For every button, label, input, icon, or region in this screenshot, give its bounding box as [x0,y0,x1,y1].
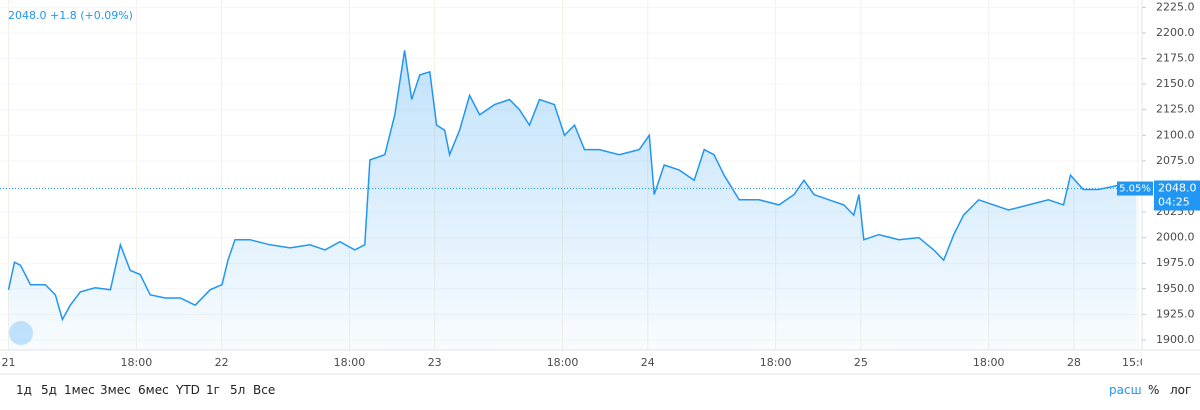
range-button[interactable]: 3мес [100,383,131,397]
y-tick-label: 1975.0 [1156,256,1195,269]
range-button[interactable]: 6мес [138,383,169,397]
y-tick-label: 2100.0 [1156,128,1195,141]
logo [9,321,33,345]
x-tick-label: 18:00 [547,356,579,369]
scale-button[interactable]: лог [1170,383,1192,397]
x-tick-label: 28 [1067,356,1081,369]
range-button[interactable]: 1мес [64,383,95,397]
range-button[interactable]: 5л [230,383,246,397]
x-tick-label: 24 [641,356,655,369]
price-label: 2048.0 [1158,182,1197,195]
countdown: 04:25 [1158,196,1190,209]
x-tick-label: 25 [854,356,868,369]
x-tick-label: 21 [2,356,16,369]
range-button[interactable]: Все [253,383,276,397]
y-tick-label: 2200.0 [1156,26,1195,39]
line [7,50,1137,322]
area [8,50,1137,351]
y-tick-label: 1950.0 [1156,282,1195,295]
header: 2048.0 +1.8 (+0.09%) [8,9,133,22]
range-button[interactable]: 1г [206,383,220,397]
y-tick-label: 1925.0 [1156,307,1195,320]
x-tick-label: 22 [215,356,229,369]
change-label: 5.05% [1119,184,1151,195]
x-tick-label: 18:00 [334,356,366,369]
y-tick-label: 2000.0 [1156,231,1195,244]
y-tick-label: 2175.0 [1156,52,1195,65]
price-badge [1154,180,1200,211]
y-tick-label: 2150.0 [1156,77,1195,90]
scale-button[interactable]: % [1148,383,1160,397]
y-tick-label: 2125.0 [1156,103,1195,116]
x-tick-label: 18:00 [973,356,1005,369]
scale-button[interactable]: расш [1109,383,1142,397]
x-tick-label: 18:00 [121,356,153,369]
y-tick-label: 2075.0 [1156,154,1195,167]
range-button[interactable]: YTD [176,383,200,397]
change-badge [1117,181,1153,196]
y-tick-label: 1900.0 [1156,333,1195,346]
x-tick-label: 18:00 [760,356,792,369]
x-tick-label: 23 [428,356,442,369]
range-button[interactable]: 5д [41,383,57,397]
chart: 21 18:00 22 18:00 23 18:00 24 18:00 25 18:00 28 15:… [0,0,1200,375]
y-tick-label: 2225.0 [1156,0,1195,13]
range-button[interactable]: 1д [16,383,32,397]
